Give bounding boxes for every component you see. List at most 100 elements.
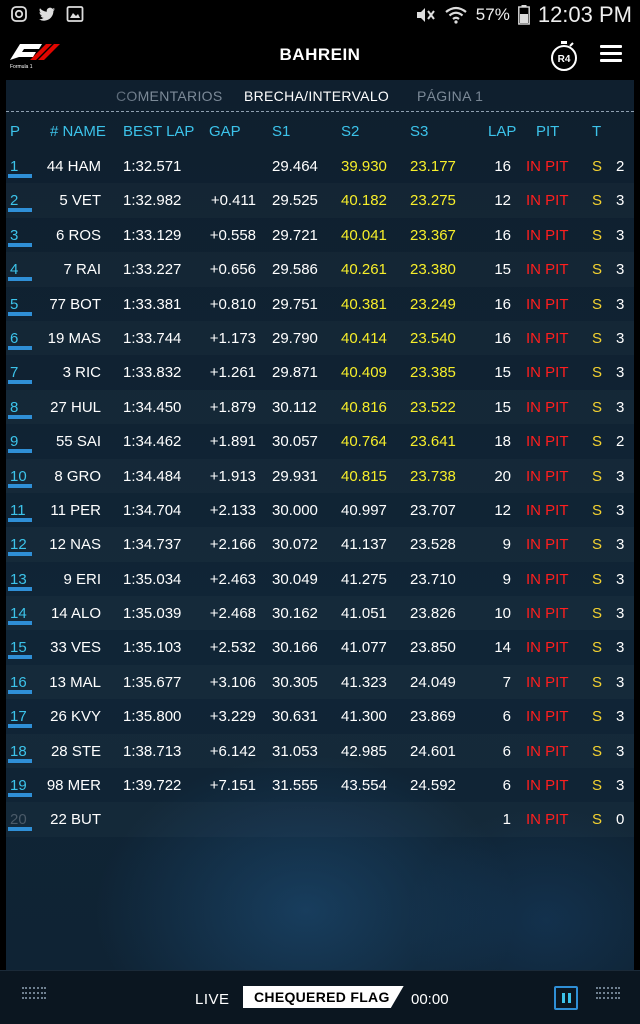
table-row[interactable]: 1 44 HAM 1:32.571 29.464 39.930 23.177 16 IN PI…: [6, 149, 634, 183]
sector2-cell: 43.554: [341, 777, 387, 795]
col-best-lap[interactable]: BEST LAP: [123, 123, 195, 140]
table-row[interactable]: 13 9 ERI 1:35.034 +2.463 30.049 41.275 23.710 9…: [6, 562, 634, 596]
driver-name-cell: 14 ALO: [50, 605, 101, 623]
position-cell: 18: [10, 742, 27, 760]
table-row[interactable]: 9 55 SAI 1:34.462 +1.891 30.057 40.764 23.641 1…: [6, 424, 634, 458]
table-row[interactable]: 3 6 ROS 1:33.129 +0.558 29.721 40.041 23.367 16…: [6, 218, 634, 252]
lap-cell: 15: [494, 364, 511, 382]
tab-pagina-1[interactable]: PÁGINA 1: [417, 88, 484, 104]
pit-status-cell: IN PIT: [526, 398, 569, 416]
col-s3[interactable]: S3: [410, 123, 429, 140]
stops-cell: 3: [616, 536, 625, 554]
col-position[interactable]: P: [10, 123, 21, 140]
table-row[interactable]: 15 33 VES 1:35.103 +2.532 30.166 41.077 23.850…: [6, 630, 634, 664]
status-bar: 57% 12:03 PM: [0, 0, 640, 30]
table-row[interactable]: 14 14 ALO 1:35.039 +2.468 30.162 41.051 23.826…: [6, 596, 634, 630]
table-row[interactable]: 5 77 BOT 1:33.381 +0.810 29.751 40.381 23.249 1…: [6, 287, 634, 321]
bottom-bar: LIVE CHEQUERED FLAG 00:00: [0, 970, 640, 1024]
lap-cell: 14: [494, 639, 511, 657]
table-row[interactable]: 16 13 MAL 1:35.677 +3.106 30.305 41.323 24.049…: [6, 665, 634, 699]
table-row[interactable]: 17 26 KVY 1:35.800 +3.229 30.631 41.300 23.869…: [6, 699, 634, 733]
best-lap-cell: 1:33.744: [123, 329, 182, 347]
pause-button[interactable]: [554, 986, 578, 1010]
right-grip-icon[interactable]: [596, 987, 620, 1007]
tab-brecha-intervalo[interactable]: BRECHA/INTERVALO: [244, 88, 390, 104]
position-marker: [8, 208, 32, 213]
position-marker: [8, 586, 32, 591]
stops-cell: 2: [616, 433, 625, 451]
col-gap[interactable]: GAP: [209, 123, 241, 140]
position-cell: 14: [10, 605, 27, 623]
table-row[interactable]: 7 3 RIC 1:33.832 +1.261 29.871 40.409 23.385 15…: [6, 355, 634, 389]
stops-cell: 3: [616, 708, 625, 726]
best-lap-cell: 1:35.677: [123, 673, 182, 691]
instagram-icon: [11, 6, 27, 22]
gap-cell: +1.913: [209, 467, 256, 485]
tyre-cell: S: [592, 261, 603, 279]
col-lap[interactable]: LAP: [488, 123, 517, 140]
position-marker: [8, 827, 32, 832]
sector1-cell: 31.555: [272, 777, 318, 795]
gap-cell: +3.106: [209, 673, 256, 691]
table-row[interactable]: 8 27 HUL 1:34.450 +1.879 30.112 40.816 23.522 1…: [6, 390, 634, 424]
f1-logo[interactable]: Formula 1: [8, 40, 64, 70]
sector2-cell: 40.997: [341, 501, 387, 519]
table-row[interactable]: 6 19 MAS 1:33.744 +1.173 29.790 40.414 23.540 1…: [6, 321, 634, 355]
table-row[interactable]: 11 11 PER 1:34.704 +2.133 30.000 40.997 23.707…: [6, 493, 634, 527]
driver-name-cell: 9 ERI: [63, 570, 101, 588]
gap-cell: +0.411: [210, 192, 256, 210]
sector3-cell: 23.641: [410, 433, 456, 451]
sector3-cell: 23.540: [410, 329, 456, 347]
driver-name-cell: 28 STE: [50, 742, 101, 760]
position-cell: 11: [10, 501, 26, 519]
table-row[interactable]: 10 8 GRO 1:34.484 +1.913 29.931 40.815 23.738 2…: [6, 459, 634, 493]
stops-cell: 3: [616, 570, 625, 588]
pit-status-cell: IN PIT: [526, 192, 569, 210]
table-row[interactable]: 18 28 STE 1:38.713 +6.142 31.053 42.985 24.601…: [6, 734, 634, 768]
driver-name-cell: 5 VET: [59, 192, 101, 210]
gap-cell: +2.463: [209, 570, 256, 588]
table-row[interactable]: 12 12 NAS 1:34.737 +2.166 30.072 41.137 23.528…: [6, 527, 634, 561]
round-badge-icon[interactable]: R4: [549, 40, 579, 72]
sector3-cell: 23.522: [410, 398, 456, 416]
stops-cell: 3: [616, 364, 625, 382]
col-tyre[interactable]: T: [592, 123, 602, 140]
sector2-cell: 41.077: [341, 639, 387, 657]
gap-cell: +2.468: [209, 605, 256, 623]
driver-name-cell: 3 RIC: [62, 364, 101, 382]
table-row[interactable]: 19 98 MER 1:39.722 +7.151 31.555 43.554 24.592…: [6, 768, 634, 802]
table-row[interactable]: 2 5 VET 1:32.982 +0.411 29.525 40.182 23.275 12…: [6, 183, 634, 217]
sector3-cell: 23.367: [410, 226, 456, 244]
pit-status-cell: IN PIT: [526, 158, 569, 175]
stops-cell: 3: [616, 639, 625, 657]
col-s2[interactable]: S2: [341, 123, 360, 140]
best-lap-cell: 1:39.722: [123, 777, 182, 795]
table-row[interactable]: 4 7 RAI 1:33.227 +0.656 29.586 40.261 23.380 15…: [6, 252, 634, 286]
col-name[interactable]: # NAME: [50, 123, 106, 140]
position-marker: [8, 311, 32, 316]
gap-cell: +1.173: [209, 329, 256, 347]
position-cell: 3: [10, 226, 19, 244]
position-cell: 8: [10, 398, 19, 416]
col-s1[interactable]: S1: [272, 123, 291, 140]
pit-status-cell: IN PIT: [526, 536, 569, 554]
position-marker: [8, 277, 32, 282]
position-cell: 7: [10, 364, 19, 382]
table-row[interactable]: 20 22 BUT 1 IN PIT S 0: [6, 802, 634, 836]
menu-icon[interactable]: [600, 45, 622, 65]
sector1-cell: 29.871: [272, 364, 318, 382]
session-status-flag: CHEQUERED FLAG: [243, 986, 404, 1008]
notification-icons: [10, 5, 84, 23]
left-grip-icon[interactable]: [22, 987, 46, 1007]
pit-status-cell: IN PIT: [526, 570, 569, 588]
col-pit[interactable]: PIT: [536, 123, 560, 140]
tabs-divider: [6, 111, 634, 112]
driver-name-cell: 6 ROS: [55, 226, 101, 244]
position-cell: 13: [10, 570, 27, 588]
best-lap-cell: 1:35.103: [123, 639, 182, 657]
sector2-cell: 40.816: [341, 398, 387, 416]
driver-name-cell: 27 HUL: [50, 398, 101, 416]
lap-cell: 20: [494, 467, 511, 485]
best-lap-cell: 1:35.034: [123, 570, 182, 588]
driver-name-cell: 44 HAM: [46, 158, 101, 175]
